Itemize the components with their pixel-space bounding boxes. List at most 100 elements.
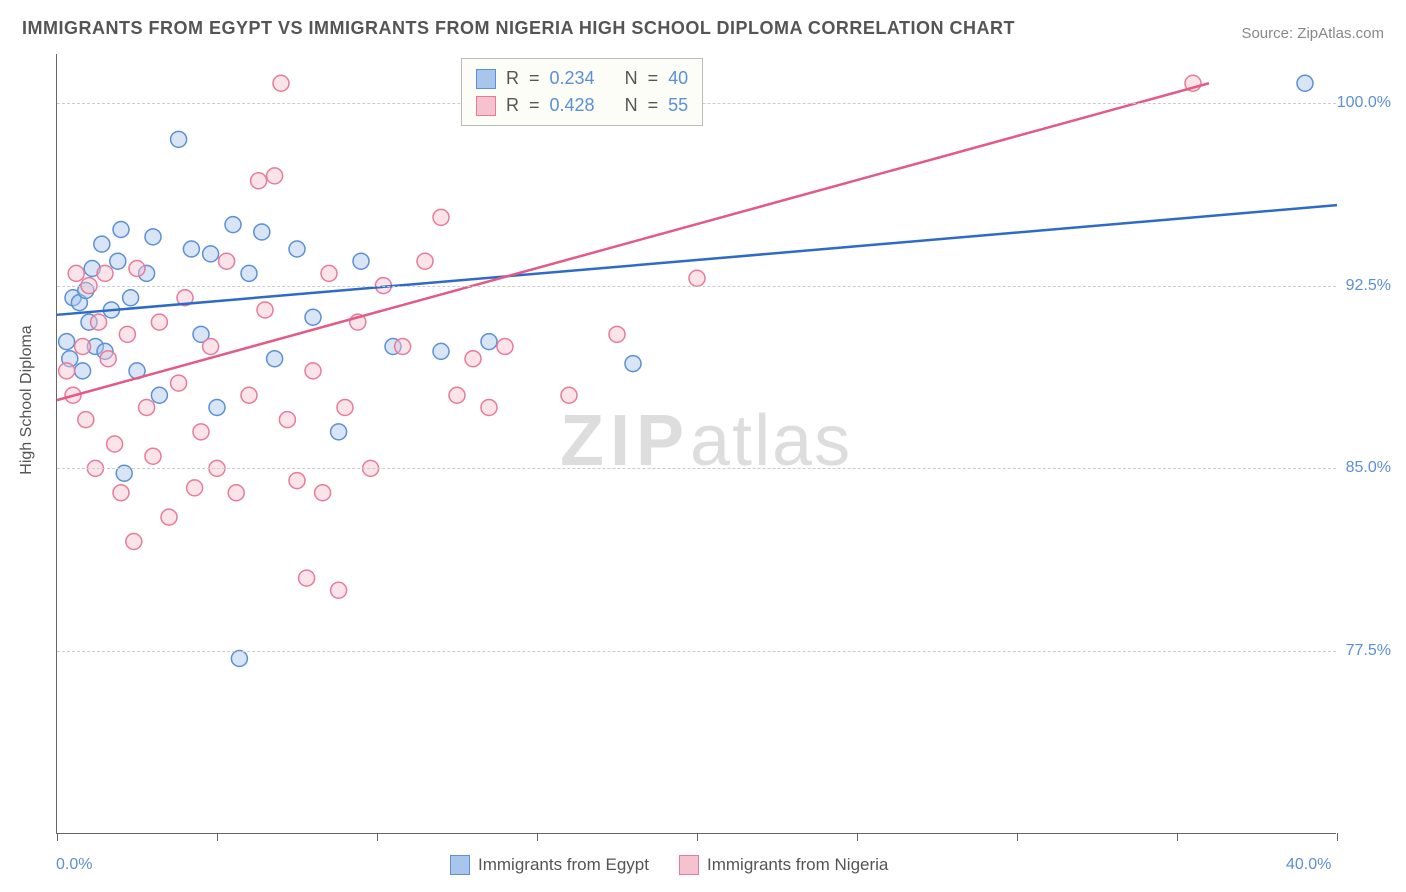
data-point bbox=[94, 236, 110, 252]
data-point bbox=[68, 265, 84, 281]
data-point bbox=[353, 253, 369, 269]
data-point bbox=[161, 509, 177, 525]
data-point bbox=[145, 448, 161, 464]
data-point bbox=[481, 334, 497, 350]
data-point bbox=[465, 351, 481, 367]
data-point bbox=[91, 314, 107, 330]
data-point bbox=[97, 265, 113, 281]
data-point bbox=[331, 582, 347, 598]
x-tick-label: 40.0% bbox=[1286, 856, 1331, 874]
data-point bbox=[289, 473, 305, 489]
trend-line bbox=[57, 83, 1209, 400]
data-point bbox=[75, 363, 91, 379]
y-tick-label: 77.5% bbox=[1346, 642, 1391, 660]
data-point bbox=[449, 387, 465, 403]
x-tick bbox=[1017, 833, 1018, 841]
data-point bbox=[123, 290, 139, 306]
data-point bbox=[433, 209, 449, 225]
n-label: N bbox=[625, 92, 638, 119]
trend-line bbox=[57, 205, 1337, 315]
data-point bbox=[107, 436, 123, 452]
legend-stats-row-egypt: R = 0.234 N = 40 bbox=[476, 65, 688, 92]
r-label: R bbox=[506, 92, 519, 119]
n-value-nigeria: 55 bbox=[668, 92, 688, 119]
data-point bbox=[78, 412, 94, 428]
data-point bbox=[119, 326, 135, 342]
data-point bbox=[254, 224, 270, 240]
data-point bbox=[225, 217, 241, 233]
data-point bbox=[689, 270, 705, 286]
data-point bbox=[315, 485, 331, 501]
x-tick bbox=[697, 833, 698, 841]
plot-area bbox=[56, 54, 1336, 834]
data-point bbox=[395, 339, 411, 355]
data-point bbox=[203, 246, 219, 262]
data-point bbox=[305, 363, 321, 379]
data-point bbox=[241, 265, 257, 281]
data-point bbox=[433, 343, 449, 359]
data-point bbox=[561, 387, 577, 403]
data-point bbox=[273, 75, 289, 91]
data-point bbox=[1297, 75, 1313, 91]
data-point bbox=[151, 314, 167, 330]
data-point bbox=[267, 168, 283, 184]
data-point bbox=[279, 412, 295, 428]
y-tick-label: 92.5% bbox=[1346, 277, 1391, 295]
data-point bbox=[219, 253, 235, 269]
swatch-egypt bbox=[476, 69, 496, 89]
legend-stats-row-nigeria: R = 0.428 N = 55 bbox=[476, 92, 688, 119]
legend-stats-box: R = 0.234 N = 40 R = 0.428 N = 55 bbox=[461, 58, 703, 126]
n-value-egypt: 40 bbox=[668, 65, 688, 92]
data-point bbox=[59, 363, 75, 379]
gridline-h bbox=[57, 468, 1336, 469]
data-point bbox=[228, 485, 244, 501]
x-tick-label: 0.0% bbox=[56, 856, 92, 874]
gridline-h bbox=[57, 651, 1336, 652]
x-tick bbox=[857, 833, 858, 841]
y-axis-label: High School Diploma bbox=[18, 325, 36, 474]
data-point bbox=[183, 241, 199, 257]
data-point bbox=[171, 375, 187, 391]
x-tick bbox=[1177, 833, 1178, 841]
data-point bbox=[331, 424, 347, 440]
swatch-egypt-bottom bbox=[450, 855, 470, 875]
data-point bbox=[609, 326, 625, 342]
data-point bbox=[75, 339, 91, 355]
data-point bbox=[241, 387, 257, 403]
data-point bbox=[299, 570, 315, 586]
x-tick bbox=[57, 833, 58, 841]
data-point bbox=[209, 399, 225, 415]
data-point bbox=[126, 534, 142, 550]
y-tick-label: 100.0% bbox=[1337, 94, 1391, 112]
data-point bbox=[139, 399, 155, 415]
swatch-nigeria bbox=[476, 96, 496, 116]
data-point bbox=[337, 399, 353, 415]
data-point bbox=[171, 131, 187, 147]
data-point bbox=[203, 339, 219, 355]
data-point bbox=[289, 241, 305, 257]
data-point bbox=[321, 265, 337, 281]
data-point bbox=[129, 261, 145, 277]
data-point bbox=[187, 480, 203, 496]
data-point bbox=[113, 485, 129, 501]
legend-label-egypt: Immigrants from Egypt bbox=[478, 855, 649, 875]
n-label: N bbox=[625, 65, 638, 92]
data-point bbox=[251, 173, 267, 189]
gridline-h bbox=[57, 286, 1336, 287]
chart-svg bbox=[57, 54, 1336, 833]
data-point bbox=[481, 399, 497, 415]
chart-title: IMMIGRANTS FROM EGYPT VS IMMIGRANTS FROM… bbox=[22, 18, 1015, 39]
legend-label-nigeria: Immigrants from Nigeria bbox=[707, 855, 888, 875]
r-value-egypt: 0.234 bbox=[550, 65, 595, 92]
legend-item-egypt: Immigrants from Egypt bbox=[450, 855, 649, 875]
data-point bbox=[305, 309, 321, 325]
x-tick bbox=[1337, 833, 1338, 841]
data-point bbox=[100, 351, 116, 367]
data-point bbox=[113, 222, 129, 238]
data-point bbox=[193, 424, 209, 440]
x-tick bbox=[217, 833, 218, 841]
data-point bbox=[625, 356, 641, 372]
data-point bbox=[257, 302, 273, 318]
bottom-legend: Immigrants from Egypt Immigrants from Ni… bbox=[450, 855, 888, 875]
y-tick-label: 85.0% bbox=[1346, 459, 1391, 477]
